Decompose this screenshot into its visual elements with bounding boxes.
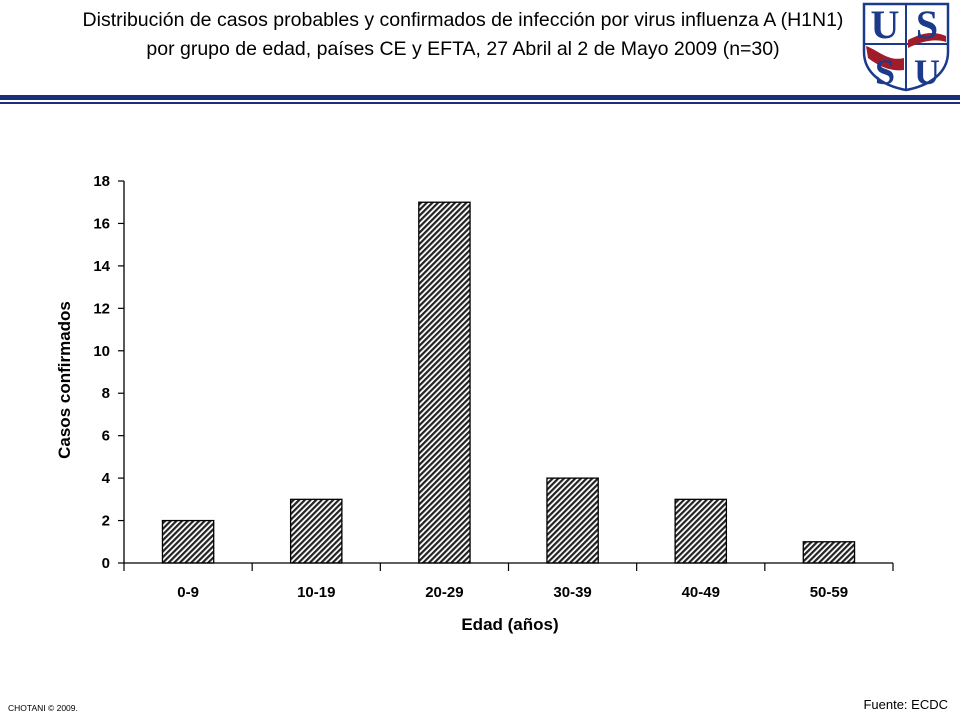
x-tick-label: 50-59 bbox=[810, 584, 848, 601]
y-tick-label: 10 bbox=[93, 343, 110, 360]
logo-letter-3: S bbox=[875, 52, 895, 92]
header-rule-thick bbox=[0, 95, 960, 100]
bar-50-59 bbox=[802, 541, 856, 564]
x-tick-label: 30-39 bbox=[553, 584, 591, 601]
y-tick-label: 18 bbox=[93, 173, 110, 190]
logo-letter-1: U bbox=[871, 2, 900, 47]
x-tick-label: 10-19 bbox=[297, 584, 335, 601]
y-tick-label: 14 bbox=[93, 258, 110, 275]
x-axis-label: Edad (años) bbox=[461, 615, 558, 634]
y-axis-label: Casos confirmados bbox=[55, 301, 74, 459]
y-tick-label: 8 bbox=[102, 385, 110, 402]
y-tick-label: 12 bbox=[93, 300, 110, 317]
bar-20-29 bbox=[418, 201, 471, 564]
bar-0-9 bbox=[161, 519, 215, 564]
x-tick-label: 0-9 bbox=[177, 584, 199, 601]
y-tick-label: 6 bbox=[102, 428, 110, 445]
source-text: Fuente: ECDC bbox=[863, 697, 948, 712]
bar-40-49 bbox=[674, 498, 728, 564]
page-title: Distribución de casos probables y confir… bbox=[82, 9, 844, 60]
y-tick-label: 16 bbox=[93, 215, 110, 232]
y-tick-label: 0 bbox=[102, 555, 110, 572]
y-tick-label: 2 bbox=[102, 513, 110, 530]
x-tick-label: 40-49 bbox=[682, 584, 720, 601]
y-tick-label: 4 bbox=[102, 470, 111, 487]
usu-logo: U S S U bbox=[862, 2, 950, 92]
copyright-text: CHOTANI © 2009. bbox=[8, 703, 78, 713]
logo-letter-2: S bbox=[916, 2, 938, 47]
x-tick-label: 20-29 bbox=[425, 584, 463, 601]
bar-30-39 bbox=[546, 477, 599, 564]
header-rule-thin bbox=[0, 102, 960, 104]
logo-letter-4: U bbox=[914, 52, 940, 92]
bar-10-19 bbox=[289, 498, 343, 564]
